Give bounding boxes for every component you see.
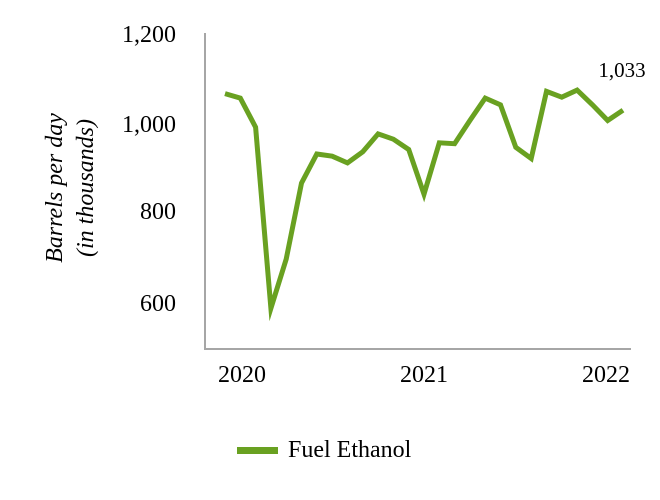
fuel-ethanol-line	[224, 87, 625, 322]
x-tick-2021: 2021	[400, 362, 448, 388]
x-tick-2020: 2020	[218, 362, 266, 388]
x-tick-2022: 2022	[582, 362, 630, 388]
y-tick-1200: 1,200	[122, 22, 176, 48]
y-axis-line	[204, 33, 206, 349]
last-point-data-label: 1,033	[598, 58, 646, 82]
legend-line-swatch	[237, 446, 278, 454]
x-axis-line	[204, 348, 631, 350]
legend: Fuel Ethanol	[237, 436, 411, 464]
y-tick-800: 800	[140, 199, 176, 225]
y-tick-1000: 1,000	[122, 112, 176, 138]
legend-label: Fuel Ethanol	[288, 437, 412, 463]
y-tick-600: 600	[140, 291, 176, 317]
